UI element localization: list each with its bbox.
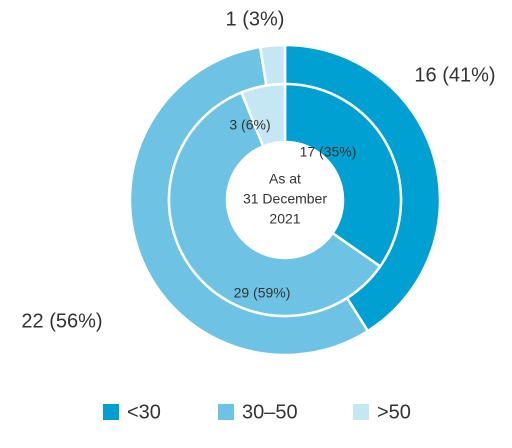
donut-segment [239, 82, 287, 148]
center-label: 2021 [269, 211, 300, 227]
value-label: 16 (41%) [414, 64, 495, 86]
value-label: 1 (3%) [226, 8, 285, 30]
center-label: As at [269, 171, 301, 187]
center-label: 31 December [243, 191, 327, 207]
legend-label: 30–50 [242, 401, 298, 423]
value-label: 22 (56%) [21, 310, 102, 332]
legend-swatch [353, 404, 369, 420]
value-label: 29 (59%) [234, 285, 291, 301]
legend-label: <30 [127, 401, 161, 423]
legend-swatch [218, 404, 234, 420]
donut-segment [283, 82, 403, 269]
value-label: 17 (35%) [300, 144, 357, 160]
legend-label: >50 [377, 401, 411, 423]
donut-segment [167, 90, 382, 318]
value-label: 3 (6%) [229, 117, 270, 133]
legend-swatch [103, 404, 119, 420]
